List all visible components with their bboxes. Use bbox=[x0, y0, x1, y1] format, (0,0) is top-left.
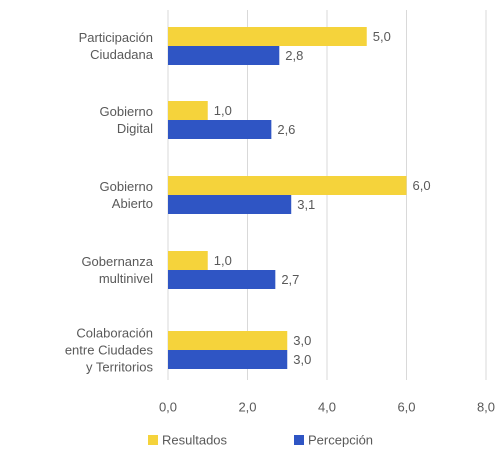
bar-percepción-0 bbox=[168, 46, 280, 65]
category-label-3-line-1: multinivel bbox=[99, 271, 153, 286]
x-axis-tick-labels: 0,0 2,0 4,0 6,0 8,0 bbox=[159, 400, 495, 415]
bar-resultados-0 bbox=[168, 27, 367, 46]
legend-label-resultados: Resultados bbox=[162, 433, 228, 448]
bar-resultados-4 bbox=[168, 331, 288, 350]
bar-resultados-2 bbox=[168, 176, 407, 195]
data-label-resultados-4: 3,0 bbox=[293, 333, 311, 348]
category-label-2-line-0: Gobierno bbox=[100, 179, 153, 194]
category-label-1-line-1: Digital bbox=[117, 121, 153, 136]
x-tick-label-4: 8,0 bbox=[477, 400, 495, 415]
legend: Resultados Percepción bbox=[148, 433, 373, 448]
data-label-resultados-2: 6,0 bbox=[413, 178, 431, 193]
category-label-0-line-1: Ciudadana bbox=[90, 47, 154, 62]
bar-percepción-1 bbox=[168, 120, 272, 139]
x-tick-label-0: 0,0 bbox=[159, 400, 177, 415]
bar-percepción-2 bbox=[168, 195, 292, 214]
bar-percepción-3 bbox=[168, 270, 276, 289]
legend-label-percepción: Percepción bbox=[308, 433, 373, 448]
x-tick-label-1: 2,0 bbox=[238, 400, 256, 415]
data-label-percepción-3: 2,7 bbox=[281, 272, 299, 287]
data-label-percepción-4: 3,0 bbox=[293, 352, 311, 367]
bar-resultados-3 bbox=[168, 251, 208, 270]
bar-resultados-1 bbox=[168, 101, 208, 120]
data-label-percepción-1: 2,6 bbox=[277, 122, 295, 137]
category-label-2-line-1: Abierto bbox=[112, 196, 153, 211]
legend-swatch-percepción bbox=[294, 435, 304, 445]
data-label-resultados-0: 5,0 bbox=[373, 29, 391, 44]
data-label-resultados-1: 1,0 bbox=[214, 103, 232, 118]
category-labels: Participación Ciudadana Gobierno Digital Gob… bbox=[65, 30, 154, 375]
bar-percepción-4 bbox=[168, 350, 288, 369]
category-label-1-line-0: Gobierno bbox=[100, 104, 153, 119]
x-tick-label-2: 4,0 bbox=[318, 400, 336, 415]
category-label-4-line-2: y Territorios bbox=[86, 360, 153, 375]
x-tick-label-3: 6,0 bbox=[397, 400, 415, 415]
category-label-0-line-0: Participación bbox=[79, 30, 153, 45]
data-label-percepción-0: 2,8 bbox=[285, 48, 303, 63]
data-label-resultados-3: 1,0 bbox=[214, 253, 232, 268]
category-label-4-line-0: Colaboración bbox=[76, 326, 153, 341]
bars: 5,0 2,8 1,0 2,6 6,0 3,1 1,0 2,7 3,0 3,0 bbox=[168, 27, 431, 369]
category-label-4-line-1: entre Ciudades bbox=[65, 343, 154, 358]
legend-swatch-resultados bbox=[148, 435, 158, 445]
data-label-percepción-2: 3,1 bbox=[297, 197, 315, 212]
category-label-3-line-0: Gobernanza bbox=[81, 254, 153, 269]
